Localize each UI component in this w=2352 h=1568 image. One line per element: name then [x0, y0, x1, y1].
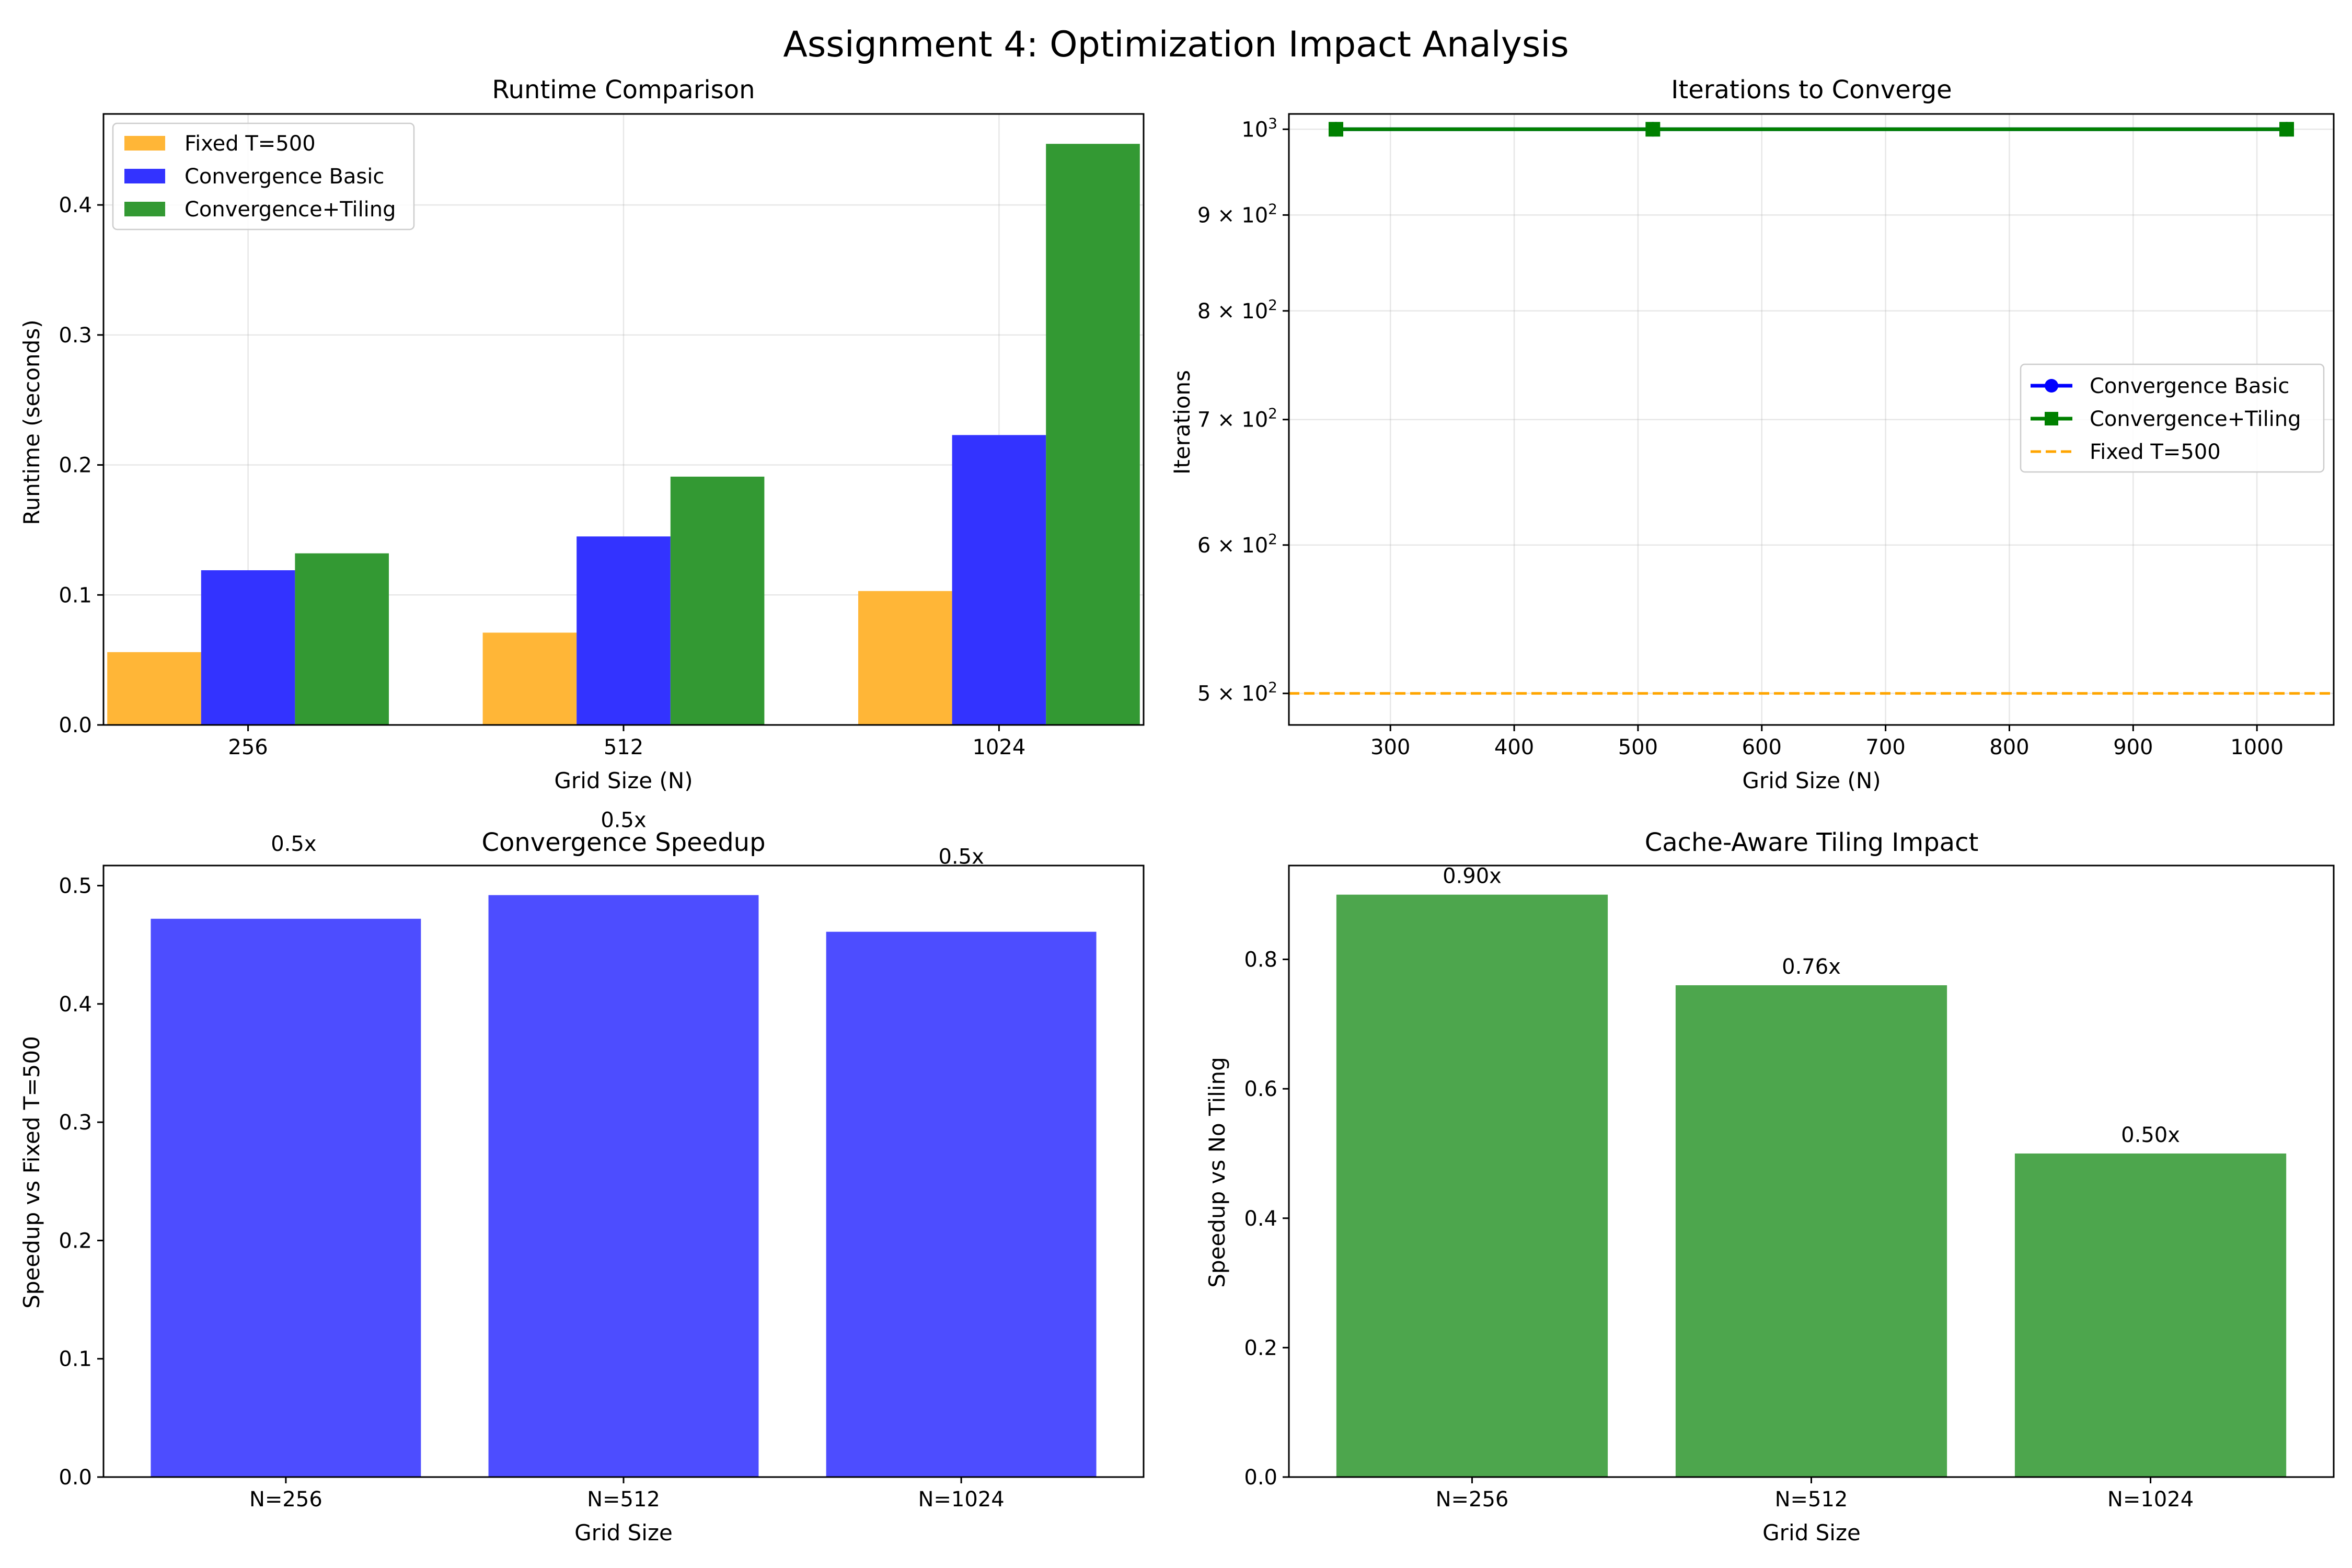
runtime-legend-frame [112, 122, 415, 230]
speedup-ytick-label: 0.4 [59, 993, 92, 1017]
iterations-title: Iterations to Converge [1671, 75, 1952, 105]
runtime-legend-label: Fixed T=500 [185, 132, 316, 156]
runtime-xtick-label: 1024 [973, 735, 1026, 759]
tiling-ytick-label: 0.8 [1244, 948, 1277, 972]
runtime-xtick-label: 256 [228, 735, 268, 759]
iterations-axes-frame [1288, 113, 2335, 726]
runtime-ytick-label: 0.3 [59, 324, 92, 348]
runtime-ytick-label: 0.1 [59, 583, 92, 607]
tiling-ytick-label: 0.0 [1244, 1466, 1277, 1490]
speedup-bar [826, 931, 1097, 1477]
iterations-legend-label: Fixed T=500 [2090, 440, 2221, 464]
convergence-speedup-xlabel: Grid Size [574, 1520, 673, 1546]
runtime-legend: Fixed T=500 Convergence Basic Convergence+… [112, 122, 415, 230]
tiling-bar [1675, 985, 1947, 1477]
tiling-impact-xlabel: Grid Size [1762, 1520, 1861, 1546]
runtime-bar [577, 536, 671, 725]
iterations-ytick-label: 7 × 102 [1197, 405, 1277, 432]
iterations-legend-label: Convergence+Tiling [2090, 407, 2301, 431]
runtime-bar [201, 570, 295, 725]
runtime-comparison-panel: Runtime Comparison Grid Size (N) Runtime… [19, 75, 1145, 793]
runtime-bar [670, 476, 765, 725]
tiling-xtick-label: N=256 [1436, 1488, 1509, 1512]
iterations-point [2279, 122, 2294, 137]
runtime-bar [107, 652, 201, 725]
speedup-data-label: 0.5x [601, 809, 646, 833]
convergence-speedup-ylabel: Speedup vs Fixed T=500 [19, 1036, 44, 1309]
iterations-legend: Convergence Basic Convergence+Tiling Fixed… [2020, 363, 2325, 473]
iterations-ytick-label: 8 × 102 [1197, 296, 1277, 324]
tiling-impact-panel: Cache-Aware Tiling Impact Grid Size Spee… [1204, 828, 2335, 1546]
runtime-ytick-label: 0.4 [59, 193, 92, 217]
tiling-data-label: 0.90x [1443, 864, 1502, 889]
iterations-xtick-label: 700 [1865, 735, 1905, 759]
runtime-legend-swatch [124, 136, 165, 151]
speedup-ytick-label: 0.5 [59, 874, 92, 898]
runtime-ytick-label: 0.2 [59, 454, 92, 478]
runtime-bar [482, 632, 577, 725]
iterations-xtick-label: 600 [1742, 735, 1782, 759]
iterations-xtick-label: 800 [1989, 735, 2029, 759]
iterations-xtick-label: 300 [1370, 735, 1410, 759]
tiling-ytick-label: 0.4 [1244, 1207, 1277, 1231]
speedup-data-label: 0.5x [271, 832, 316, 856]
runtime-comparison-xlabel: Grid Size (N) [554, 768, 693, 793]
iterations-legend-marker [2045, 379, 2058, 393]
runtime-xtick-label: 512 [604, 735, 643, 759]
tiling-xtick-label: N=512 [1775, 1488, 1848, 1512]
iterations-point [1329, 122, 1344, 137]
figure-title: Assignment 4: Optimization Impact Analys… [783, 24, 1569, 65]
iterations-legend-marker [2045, 412, 2058, 425]
runtime-axes-frame [102, 113, 1145, 726]
iterations-legend-label: Convergence Basic [2090, 374, 2289, 398]
iterations-xtick-label: 1000 [2230, 735, 2284, 759]
tiling-data-label: 0.50x [2121, 1123, 2180, 1147]
speedup-xtick-label: N=512 [587, 1488, 660, 1512]
iterations-xtick-label: 900 [2113, 735, 2153, 759]
tiling-xtick-label: N=1024 [2107, 1488, 2194, 1512]
convergence-speedup-title: Convergence Speedup [481, 828, 765, 857]
speedup-xtick-label: N=1024 [918, 1488, 1004, 1512]
speedup-ytick-label: 0.2 [59, 1229, 92, 1253]
runtime-comparison-title: Runtime Comparison [492, 75, 755, 105]
runtime-ytick-label: 0.0 [59, 713, 92, 737]
runtime-legend-swatch [124, 169, 165, 183]
runtime-bar [295, 553, 389, 725]
iterations-xtick-label: 500 [1618, 735, 1658, 759]
runtime-legend-label: Convergence+Tiling [185, 198, 396, 222]
convergence-speedup-panel: Convergence Speedup Grid Size Speedup vs… [19, 809, 1145, 1546]
tiling-bar [1336, 894, 1608, 1477]
iterations-ytick-label: 9 × 102 [1197, 200, 1277, 227]
runtime-legend-label: Convergence Basic [185, 165, 384, 189]
tiling-axes-frame [1288, 864, 2335, 1478]
iterations-xtick-label: 400 [1494, 735, 1534, 759]
iterations-xlabel: Grid Size (N) [1742, 768, 1881, 793]
runtime-bar [858, 591, 952, 725]
speedup-bar [151, 918, 421, 1477]
iterations-legend-frame [2020, 363, 2325, 473]
tiling-impact-title: Cache-Aware Tiling Impact [1645, 828, 1979, 857]
iterations-ylabel: Iterations [1169, 370, 1195, 475]
speedup-ytick-label: 0.1 [59, 1347, 92, 1371]
iterations-ytick-label: 103 [1241, 114, 1277, 142]
tiling-bar [2014, 1153, 2287, 1477]
runtime-bar [1046, 144, 1140, 725]
speedup-ytick-label: 0.3 [59, 1111, 92, 1135]
iterations-ytick-label: 6 × 102 [1197, 531, 1277, 558]
runtime-comparison-ylabel: Runtime (seconds) [19, 319, 44, 525]
runtime-bar [952, 435, 1046, 725]
tiling-data-label: 0.76x [1782, 955, 1841, 979]
tiling-ytick-label: 0.2 [1244, 1336, 1277, 1360]
iterations-ytick-label: 5 × 102 [1197, 679, 1277, 706]
tiling-impact-ylabel: Speedup vs No Tiling [1204, 1057, 1230, 1288]
tiling-ytick-label: 0.6 [1244, 1077, 1277, 1101]
speedup-bar [488, 895, 759, 1477]
iterations-panel: Iterations to Converge Grid Size (N) Ite… [1169, 75, 2335, 793]
iterations-point [1645, 122, 1661, 137]
speedup-axes-frame [102, 864, 1145, 1478]
runtime-legend-swatch [124, 202, 165, 216]
speedup-ytick-label: 0.0 [59, 1466, 92, 1490]
speedup-xtick-label: N=256 [249, 1488, 322, 1512]
